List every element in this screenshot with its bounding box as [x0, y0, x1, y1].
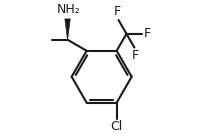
Text: NH₂: NH₂	[56, 3, 80, 16]
Polygon shape	[65, 19, 70, 40]
Text: F: F	[114, 5, 121, 18]
Text: Cl: Cl	[111, 120, 123, 134]
Text: F: F	[132, 49, 139, 62]
Text: F: F	[144, 27, 151, 40]
